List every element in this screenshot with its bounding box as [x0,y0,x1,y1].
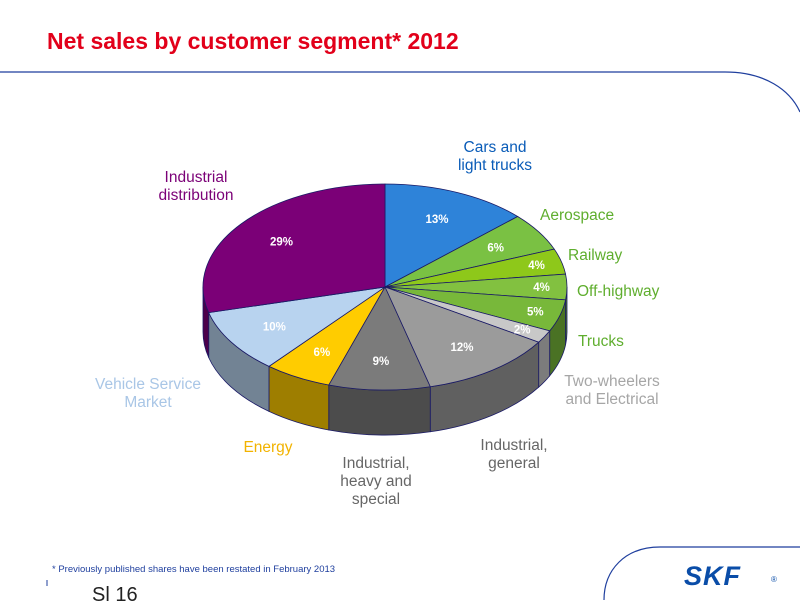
pie-side-walls [202,286,568,436]
pie-value-labels: 13% 6% 4% 4% 5% 2% 12% 9% 6% 10% 29% [263,214,550,368]
pie-value-label-3: 4% [533,282,550,294]
pie-slice-9 [208,286,386,367]
category-label-2: Railway [568,247,623,264]
pie-value-label-8: 6% [314,347,331,359]
footnote: * Previously published shares have been … [52,564,336,575]
pie-value-label-2: 4% [528,260,545,272]
pie-slice-0 [384,183,519,288]
pie-side-7 [328,384,431,436]
category-label-5: Two-wheelers and Electrical [564,373,660,408]
pie-value-label-6: 12% [451,342,474,354]
page-title: Net sales by customer segment* 2012 [47,28,459,54]
slide-number: Sl 16 [92,584,138,606]
category-label-1: Aerospace [540,207,615,224]
skf-logo: SKF [684,561,741,591]
category-label-10: Industrial distribution [158,169,234,204]
category-label-6: Industrial, general [480,437,548,472]
category-label-0: Cars and light trucks [457,139,533,174]
category-label-8: Energy [243,439,293,456]
category-label-3: Off-highway [577,283,660,300]
category-label-4: Trucks [578,333,624,350]
category-label-7: Industrial, heavy and special [340,455,412,508]
logo-registered-mark: ® [771,575,777,584]
pie-value-label-7: 9% [373,356,390,368]
category-label-9: Vehicle Service Market [95,376,201,411]
pie-value-label-1: 6% [487,242,504,254]
pie-top [202,183,568,391]
pie-value-label-10: 29% [270,237,293,249]
pie-value-label-0: 13% [426,214,449,226]
pie-slice-7 [328,286,431,391]
footer-curve [603,546,800,600]
pie-value-label-5: 2% [514,325,531,337]
pie-value-label-4: 5% [527,307,544,319]
pie-value-label-9: 10% [263,322,286,334]
pie-slice-6 [384,286,540,388]
header-curve [0,71,800,113]
pie-slice-10 [202,183,386,314]
